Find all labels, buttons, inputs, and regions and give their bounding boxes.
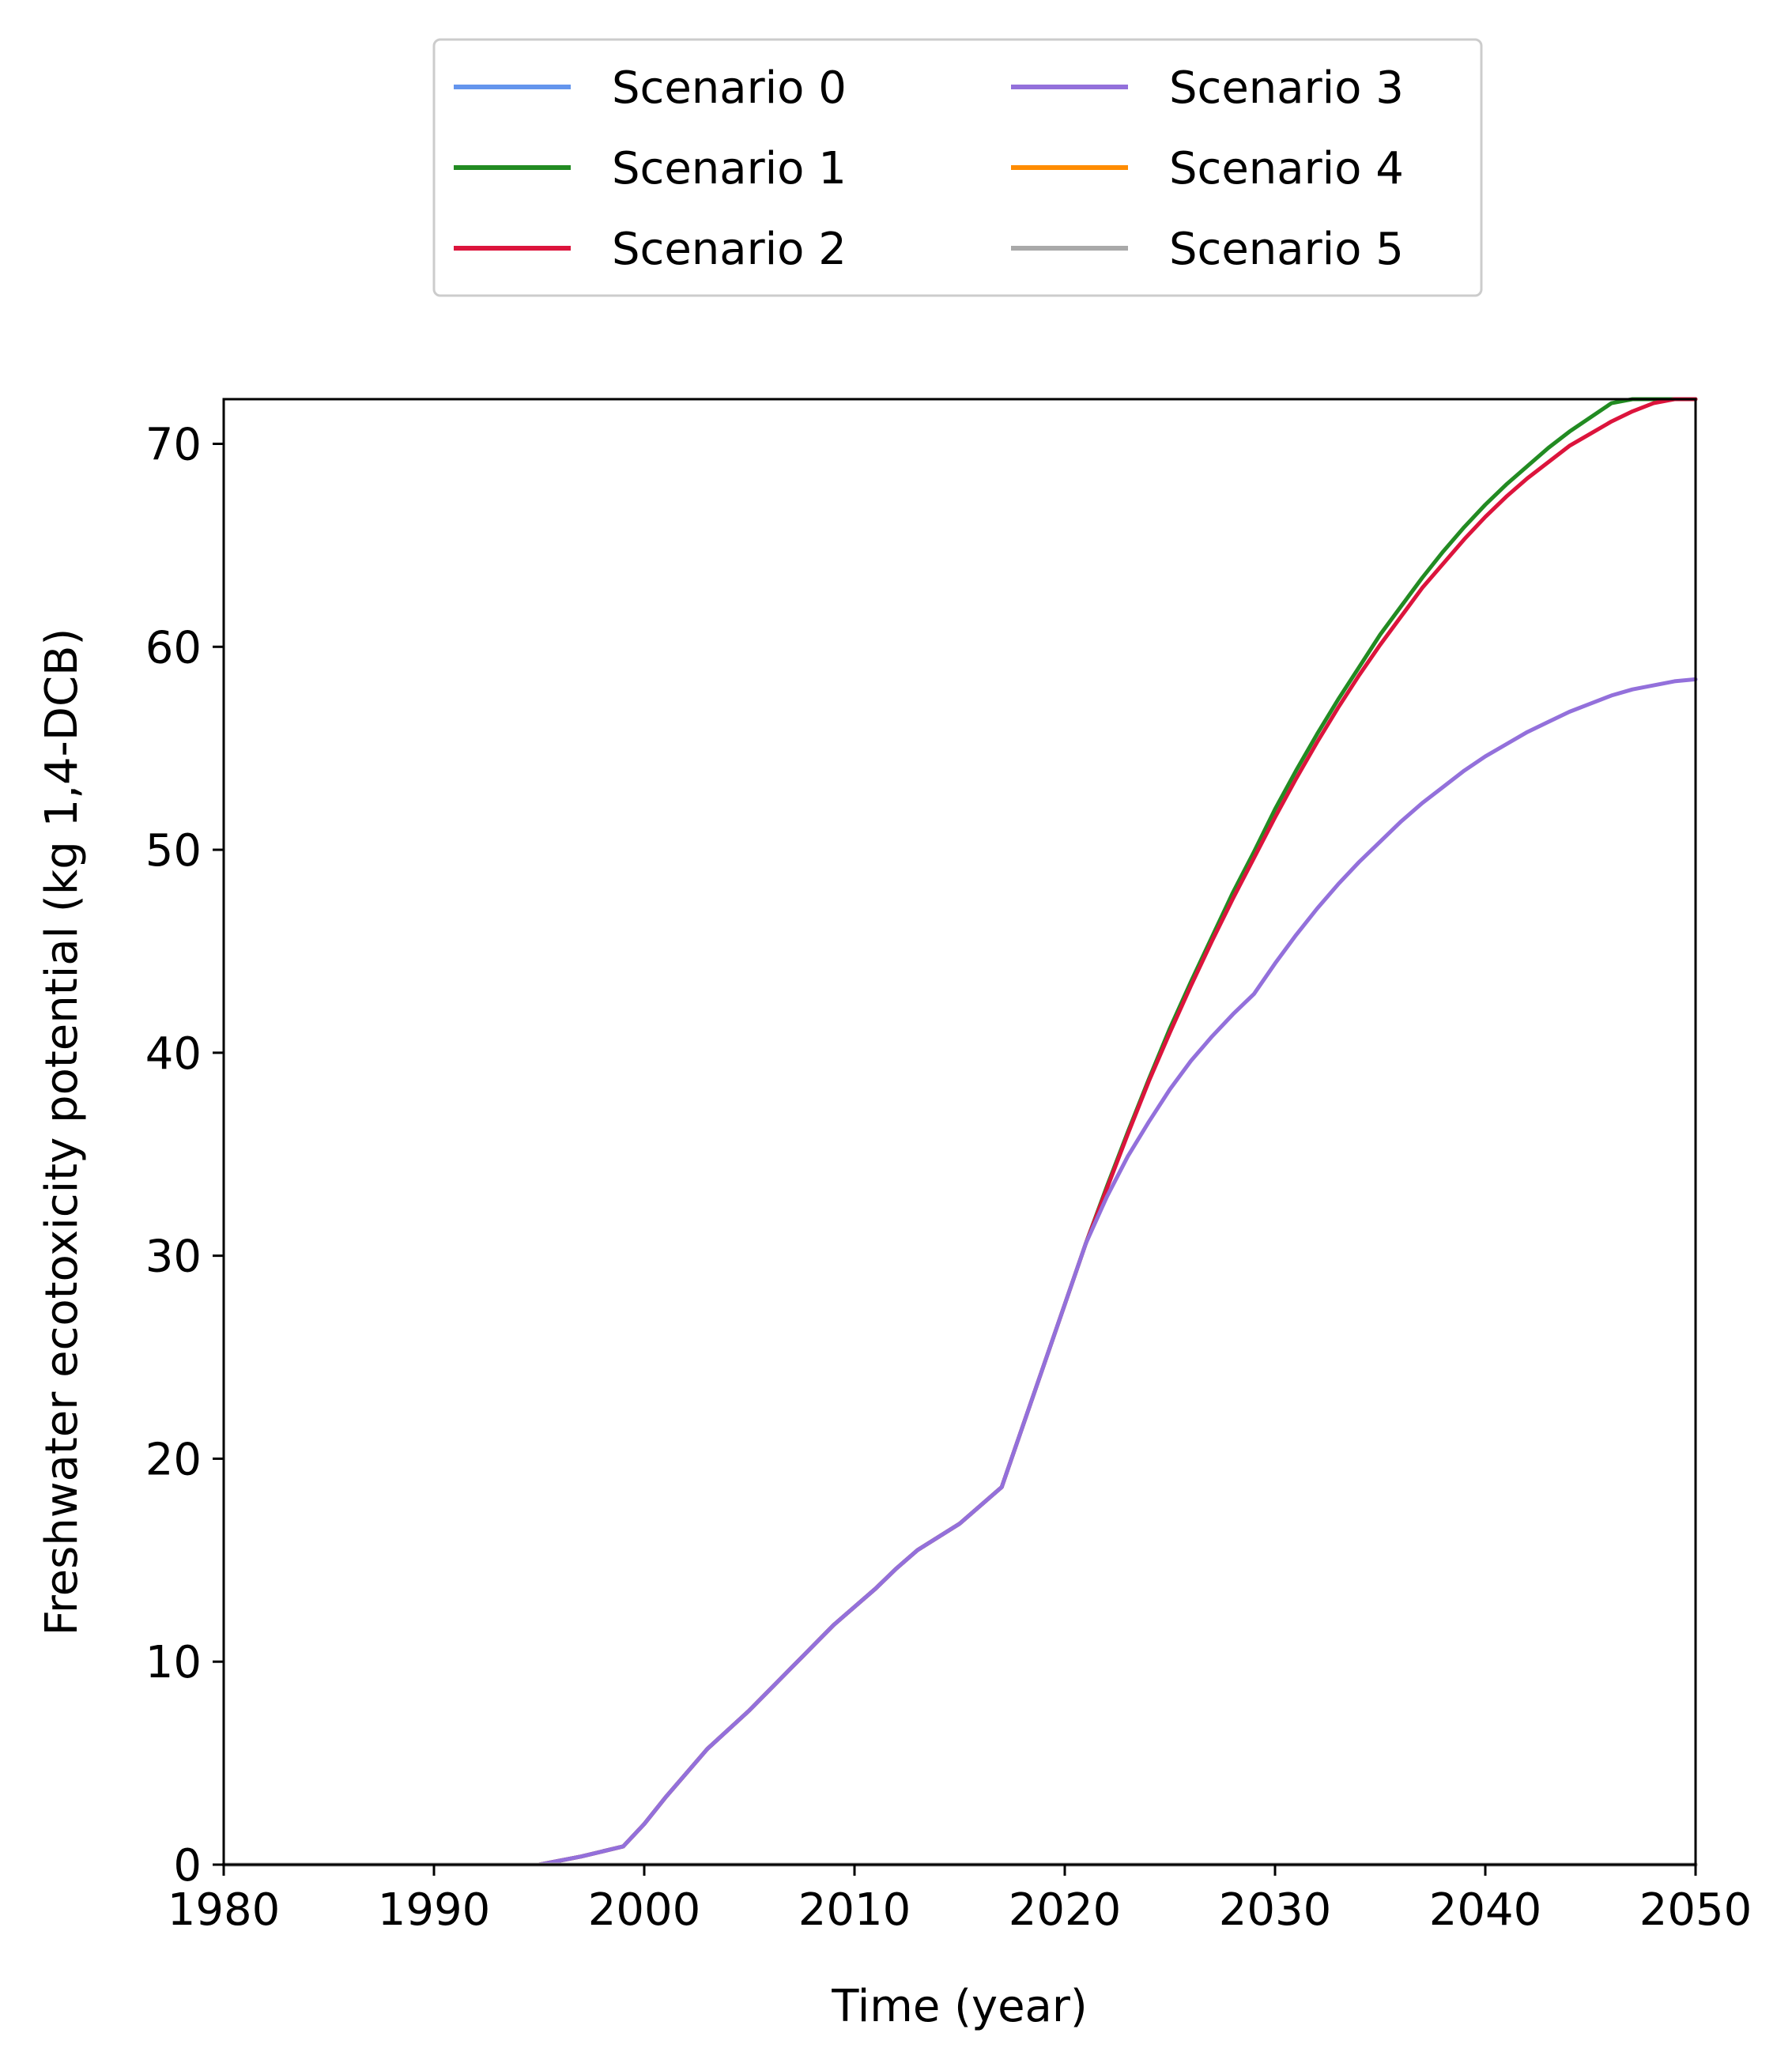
- legend: Scenario 0 Scenario 1 Scenario 2 Scenario 3…: [432, 38, 1483, 297]
- y-tick-label: 50: [145, 825, 202, 877]
- x-tick-label: 1990: [378, 1884, 491, 1936]
- y-axis-label: Freshwater ecotoxicity potential (kg 1,4…: [36, 628, 88, 1636]
- legend-label-scenario-4: Scenario 4: [1169, 143, 1404, 194]
- legend-label-scenario-2: Scenario 2: [612, 224, 847, 275]
- y-tick-label: 30: [145, 1232, 202, 1283]
- legend-label-scenario-3: Scenario 3: [1169, 62, 1404, 114]
- y-tick-label: 0: [173, 1840, 202, 1892]
- legend-label-scenario-5: Scenario 5: [1169, 224, 1404, 275]
- y-tick-label: 60: [145, 622, 202, 673]
- x-tick-label: 2020: [1009, 1884, 1122, 1936]
- x-axis: 1980 1990 2000 2010 2020 2030 2040 2050: [168, 1865, 1752, 1936]
- series-line-scenario-3: [221, 677, 1698, 1867]
- x-tick-label: 2030: [1219, 1884, 1332, 1936]
- legend-label-scenario-0: Scenario 0: [612, 62, 847, 114]
- y-tick-label: 40: [145, 1028, 202, 1080]
- series-layer: [221, 397, 1698, 1867]
- x-axis-label: Time (year): [831, 1981, 1087, 2032]
- series-line-scenario-1: [221, 397, 1698, 1867]
- legend-label-scenario-1: Scenario 1: [612, 143, 847, 194]
- y-axis: 0 10 20 30 40 50 60 70: [145, 419, 224, 1892]
- x-tick-label: 2040: [1429, 1884, 1542, 1936]
- legend-frame: [432, 38, 1483, 297]
- plot-frame: [222, 398, 1697, 1866]
- series-line-scenario-2: [221, 397, 1698, 1867]
- y-tick-label: 70: [145, 419, 202, 470]
- x-tick-label: 1980: [168, 1884, 281, 1936]
- y-tick-label: 10: [145, 1637, 202, 1688]
- x-tick-label: 2010: [798, 1884, 911, 1936]
- y-tick-label: 20: [145, 1434, 202, 1485]
- x-tick-label: 2050: [1639, 1884, 1752, 1936]
- x-tick-label: 2000: [588, 1884, 701, 1936]
